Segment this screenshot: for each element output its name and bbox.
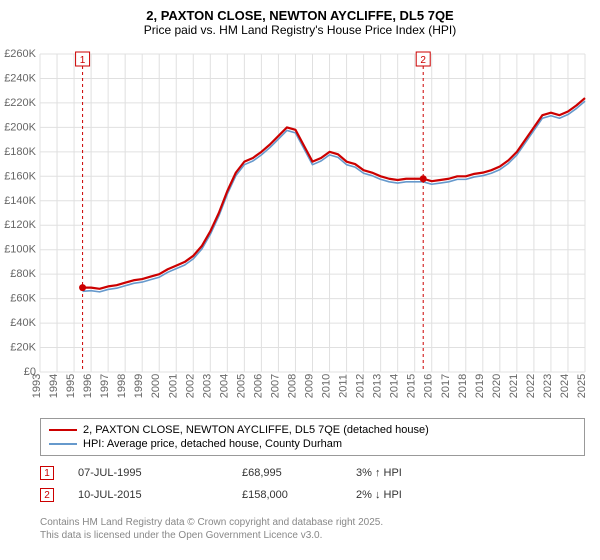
svg-text:1995: 1995: [65, 374, 77, 398]
svg-text:2: 2: [420, 55, 426, 66]
svg-text:2016: 2016: [423, 374, 435, 398]
svg-text:2015: 2015: [406, 374, 418, 398]
legend-row-series1: 2, PAXTON CLOSE, NEWTON AYCLIFFE, DL5 7Q…: [49, 423, 576, 437]
svg-text:1999: 1999: [133, 374, 145, 398]
svg-text:2017: 2017: [440, 374, 452, 398]
svg-text:2003: 2003: [201, 374, 213, 398]
svg-text:£100K: £100K: [4, 244, 36, 256]
svg-text:1996: 1996: [82, 374, 94, 398]
legend-swatch-2: [49, 443, 77, 445]
svg-text:2002: 2002: [184, 374, 196, 398]
chart-svg: £0£20K£40K£60K£80K£100K£120K£140K£160K£1…: [40, 50, 585, 410]
svg-text:2025: 2025: [576, 374, 588, 398]
sale-price-2: £158,000: [242, 489, 332, 501]
chart-plot-area: £0£20K£40K£60K£80K£100K£120K£140K£160K£1…: [40, 50, 585, 410]
sale-change-2: 2% ↓ HPI: [356, 489, 402, 501]
legend-label-2: HPI: Average price, detached house, Coun…: [83, 438, 342, 450]
svg-text:2004: 2004: [218, 374, 230, 398]
svg-text:2024: 2024: [559, 374, 571, 398]
svg-text:2009: 2009: [304, 374, 316, 398]
svg-text:£60K: £60K: [10, 293, 36, 305]
svg-text:2011: 2011: [338, 374, 350, 398]
credit-line-1: Contains HM Land Registry data © Crown c…: [40, 516, 383, 529]
legend: 2, PAXTON CLOSE, NEWTON AYCLIFFE, DL5 7Q…: [40, 418, 585, 456]
sale-price-1: £68,995: [242, 467, 332, 479]
svg-text:£200K: £200K: [4, 121, 36, 133]
svg-text:£160K: £160K: [4, 170, 36, 182]
svg-text:1994: 1994: [48, 374, 60, 398]
credit-text: Contains HM Land Registry data © Crown c…: [40, 516, 383, 542]
svg-text:£180K: £180K: [4, 146, 36, 158]
svg-text:£40K: £40K: [10, 317, 36, 329]
svg-text:2021: 2021: [508, 374, 520, 398]
svg-text:1998: 1998: [116, 374, 128, 398]
svg-text:1993: 1993: [31, 374, 43, 398]
svg-text:£80K: £80K: [10, 268, 36, 280]
svg-text:2019: 2019: [474, 374, 486, 398]
svg-text:£140K: £140K: [4, 195, 36, 207]
credit-line-2: This data is licensed under the Open Gov…: [40, 529, 383, 542]
legend-label-1: 2, PAXTON CLOSE, NEWTON AYCLIFFE, DL5 7Q…: [83, 424, 429, 436]
svg-text:2010: 2010: [321, 374, 333, 398]
legend-swatch-1: [49, 429, 77, 431]
svg-text:2000: 2000: [150, 374, 162, 398]
sale-date-1: 07-JUL-1995: [78, 467, 218, 479]
sale-change-1: 3% ↑ HPI: [356, 467, 402, 479]
svg-text:2005: 2005: [235, 374, 247, 398]
svg-text:2008: 2008: [286, 374, 298, 398]
svg-text:£120K: £120K: [4, 219, 36, 231]
svg-text:£220K: £220K: [4, 97, 36, 109]
svg-text:2023: 2023: [542, 374, 554, 398]
svg-text:2012: 2012: [355, 374, 367, 398]
sale-row-1: 1 07-JUL-1995 £68,995 3% ↑ HPI: [40, 466, 585, 480]
svg-text:2007: 2007: [269, 374, 281, 398]
svg-text:2018: 2018: [457, 374, 469, 398]
svg-text:1997: 1997: [99, 374, 111, 398]
svg-text:£240K: £240K: [4, 72, 36, 84]
sale-date-2: 10-JUL-2015: [78, 489, 218, 501]
svg-text:£260K: £260K: [4, 48, 36, 60]
sale-marker-2: 2: [40, 488, 54, 502]
sale-row-2: 2 10-JUL-2015 £158,000 2% ↓ HPI: [40, 488, 585, 502]
svg-text:1: 1: [80, 55, 86, 66]
chart-title: 2, PAXTON CLOSE, NEWTON AYCLIFFE, DL5 7Q…: [0, 8, 600, 23]
svg-text:2006: 2006: [252, 374, 264, 398]
svg-text:2020: 2020: [491, 374, 503, 398]
svg-text:2013: 2013: [372, 374, 384, 398]
svg-text:2014: 2014: [389, 374, 401, 398]
svg-text:2022: 2022: [525, 374, 537, 398]
sale-marker-1: 1: [40, 466, 54, 480]
legend-row-series2: HPI: Average price, detached house, Coun…: [49, 437, 576, 451]
svg-text:2001: 2001: [167, 374, 179, 398]
chart-subtitle: Price paid vs. HM Land Registry's House …: [0, 23, 600, 37]
chart-title-block: 2, PAXTON CLOSE, NEWTON AYCLIFFE, DL5 7Q…: [0, 0, 600, 37]
svg-text:£20K: £20K: [10, 342, 36, 354]
